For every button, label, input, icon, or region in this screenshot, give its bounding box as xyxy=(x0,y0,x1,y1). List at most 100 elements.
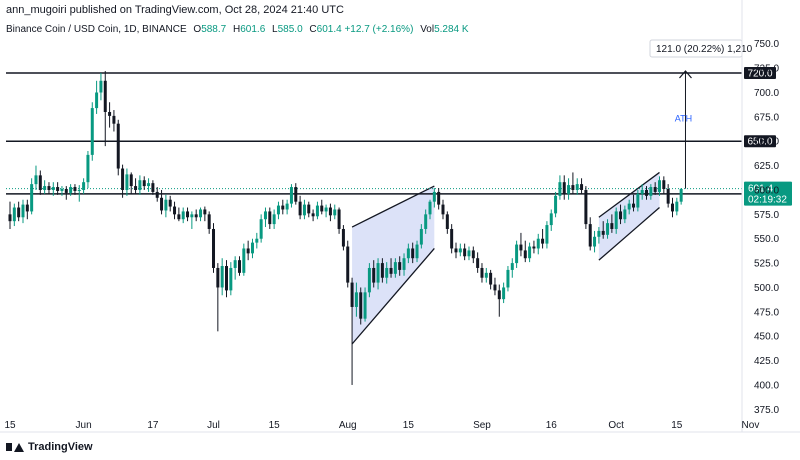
tradingview-logo-icon xyxy=(6,441,24,453)
candle-body xyxy=(129,174,133,187)
candle-body xyxy=(679,189,683,202)
channel-lower-line xyxy=(598,207,660,261)
candle-body xyxy=(441,204,445,215)
candle-body xyxy=(281,205,285,210)
level-label: 720.0 xyxy=(747,68,772,79)
candle-body xyxy=(554,195,558,214)
candle-body xyxy=(199,209,203,218)
candle-body xyxy=(610,223,614,229)
candle-body xyxy=(82,182,86,190)
candle-body xyxy=(194,214,198,218)
candle-body xyxy=(666,189,670,204)
axes: 375.0 400.0 425.0 450.0 475.0 500.0 525.0 550.0… xyxy=(0,0,800,433)
candle-body xyxy=(606,223,610,235)
candle-body xyxy=(515,244,519,264)
candle-body xyxy=(60,189,64,191)
candle-body xyxy=(493,284,497,291)
candle-body xyxy=(294,187,298,202)
x-tick-label: 15 xyxy=(269,420,281,431)
low-value: 585.0 xyxy=(277,24,303,35)
candle-body xyxy=(623,209,627,220)
y-tick-label: 700.0 xyxy=(754,88,779,99)
candle-body xyxy=(311,213,315,217)
channel-lower-line xyxy=(351,248,435,345)
x-tick-label: 17 xyxy=(147,420,159,431)
candle-body xyxy=(341,228,345,247)
candle-body xyxy=(406,248,410,259)
candle-body xyxy=(571,185,575,190)
y-tick-label: 375.0 xyxy=(754,405,779,416)
candle-body xyxy=(428,201,432,215)
x-tick-label: Nov xyxy=(742,420,760,431)
candle-body xyxy=(328,207,332,216)
x-tick-label: Oct xyxy=(608,420,624,431)
candle-body xyxy=(601,230,605,235)
candle-body xyxy=(432,191,436,202)
candle-body xyxy=(662,180,666,190)
measure-arrow-head xyxy=(679,70,692,79)
candle-body xyxy=(21,204,25,218)
candle-body xyxy=(389,267,393,274)
candle-body xyxy=(134,186,138,190)
level-label: 650.0 xyxy=(747,137,772,148)
candle-body xyxy=(333,209,337,216)
candle-body xyxy=(73,187,77,191)
candle-body xyxy=(645,189,649,196)
candle-body xyxy=(242,248,246,273)
candle-body xyxy=(43,186,47,190)
candle-body xyxy=(359,292,363,319)
candle-body xyxy=(285,203,289,210)
candle-body xyxy=(584,189,588,225)
candle-body xyxy=(415,244,419,259)
candle-body xyxy=(670,203,674,212)
candle-body xyxy=(108,111,112,116)
candle-body xyxy=(471,250,475,259)
candle-body xyxy=(463,248,467,257)
candle-body xyxy=(168,199,172,207)
x-tick-label: Aug xyxy=(339,420,357,431)
y-tick-label: 475.0 xyxy=(754,307,779,318)
x-tick-label: 15 xyxy=(403,420,415,431)
candle-body xyxy=(536,238,540,249)
candle-body xyxy=(307,204,311,214)
close-value: 601.4 xyxy=(316,24,342,35)
candle-body xyxy=(186,211,190,218)
symbol-name: Binance Coin / USD Coin, 1D, BINANCE xyxy=(6,24,187,35)
candle-body xyxy=(125,174,129,190)
candle-body xyxy=(593,236,597,247)
y-tick-label: 450.0 xyxy=(754,332,779,343)
candle-body xyxy=(658,180,661,192)
candle-body xyxy=(402,258,406,270)
candle-body xyxy=(246,248,250,254)
candle-body xyxy=(99,80,103,93)
candle-body xyxy=(298,201,302,216)
tradingview-brand[interactable]: TradingView xyxy=(6,441,93,453)
candle-body xyxy=(315,205,319,217)
candle-body xyxy=(121,168,125,190)
last-price-label: 601.4 xyxy=(748,184,773,195)
y-tick-label: 525.0 xyxy=(754,259,779,270)
countdown-label: 02:19:32 xyxy=(748,195,787,206)
candle-body xyxy=(588,224,592,247)
candle-body xyxy=(276,205,280,215)
candle-body xyxy=(385,267,389,278)
last-price-tag xyxy=(744,181,792,206)
symbol-legend: Binance Coin / USD Coin, 1D, BINANCE O58… xyxy=(6,24,469,35)
candle-body xyxy=(454,248,458,253)
candle-body xyxy=(259,219,263,239)
x-tick-label: Jul xyxy=(207,420,220,431)
x-tick-label: 15 xyxy=(4,420,16,431)
candle-body xyxy=(95,92,99,109)
candle-body xyxy=(302,204,306,216)
low-label: L xyxy=(272,24,278,35)
publish-info: ann_mugoiri published on TradingView.com… xyxy=(6,4,344,16)
level-tag xyxy=(744,66,776,79)
candle-body xyxy=(476,258,480,268)
high-value: 601.6 xyxy=(240,24,266,35)
channels xyxy=(351,171,660,345)
candle-body xyxy=(112,115,116,124)
candle-body xyxy=(69,187,73,193)
y-tick-label: 675.0 xyxy=(754,112,779,123)
candle-body xyxy=(597,230,601,237)
